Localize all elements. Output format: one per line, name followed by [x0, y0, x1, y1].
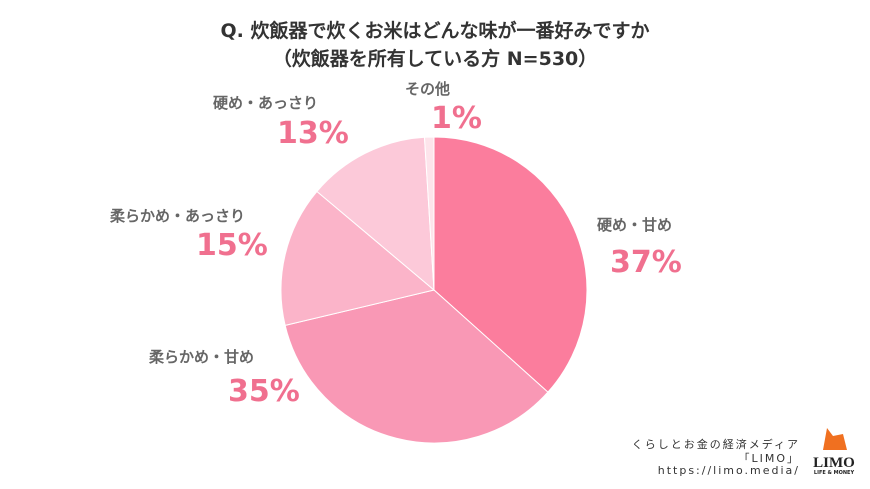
slice-value-3: 13% [277, 116, 349, 151]
chart-subtitle: （炊飯器を所有している方 N=530） [272, 48, 598, 70]
pie-slice-4 [423, 136, 435, 291]
fox-icon [823, 428, 847, 450]
slice-label-2: 柔らかめ・あっさり [110, 207, 246, 225]
pie-slice-1 [284, 289, 549, 444]
slice-label-3: 硬め・あっさり [213, 94, 319, 112]
slice-value-2: 15% [196, 228, 268, 263]
logo-sub: LIFE & MONEY [813, 470, 855, 476]
pie-slice-0 [433, 136, 588, 393]
slice-value-1: 35% [228, 374, 300, 409]
slice-label-0: 硬め・甘め [597, 216, 673, 234]
slice-label-4: その他 [405, 80, 451, 98]
footer-url[interactable]: https://limo.media/ [657, 464, 800, 477]
footer-brand: 「LIMO」 [738, 452, 800, 465]
pie-slice-2 [280, 190, 436, 326]
footer-tagline: くらしとお金の経済メディア [631, 438, 800, 451]
slice-value-4: 1% [431, 101, 482, 136]
logo-word: LIMO [813, 455, 855, 471]
chart-title: Q. 炊飯器で炊くお米はどんな味が一番好みですか [220, 20, 650, 42]
pie-slice-3 [316, 136, 435, 292]
limo-logo: LIMO LIFE & MONEY [812, 428, 856, 476]
slice-label-1: 柔らかめ・甘め [149, 348, 255, 366]
slice-value-0: 37% [610, 245, 682, 280]
